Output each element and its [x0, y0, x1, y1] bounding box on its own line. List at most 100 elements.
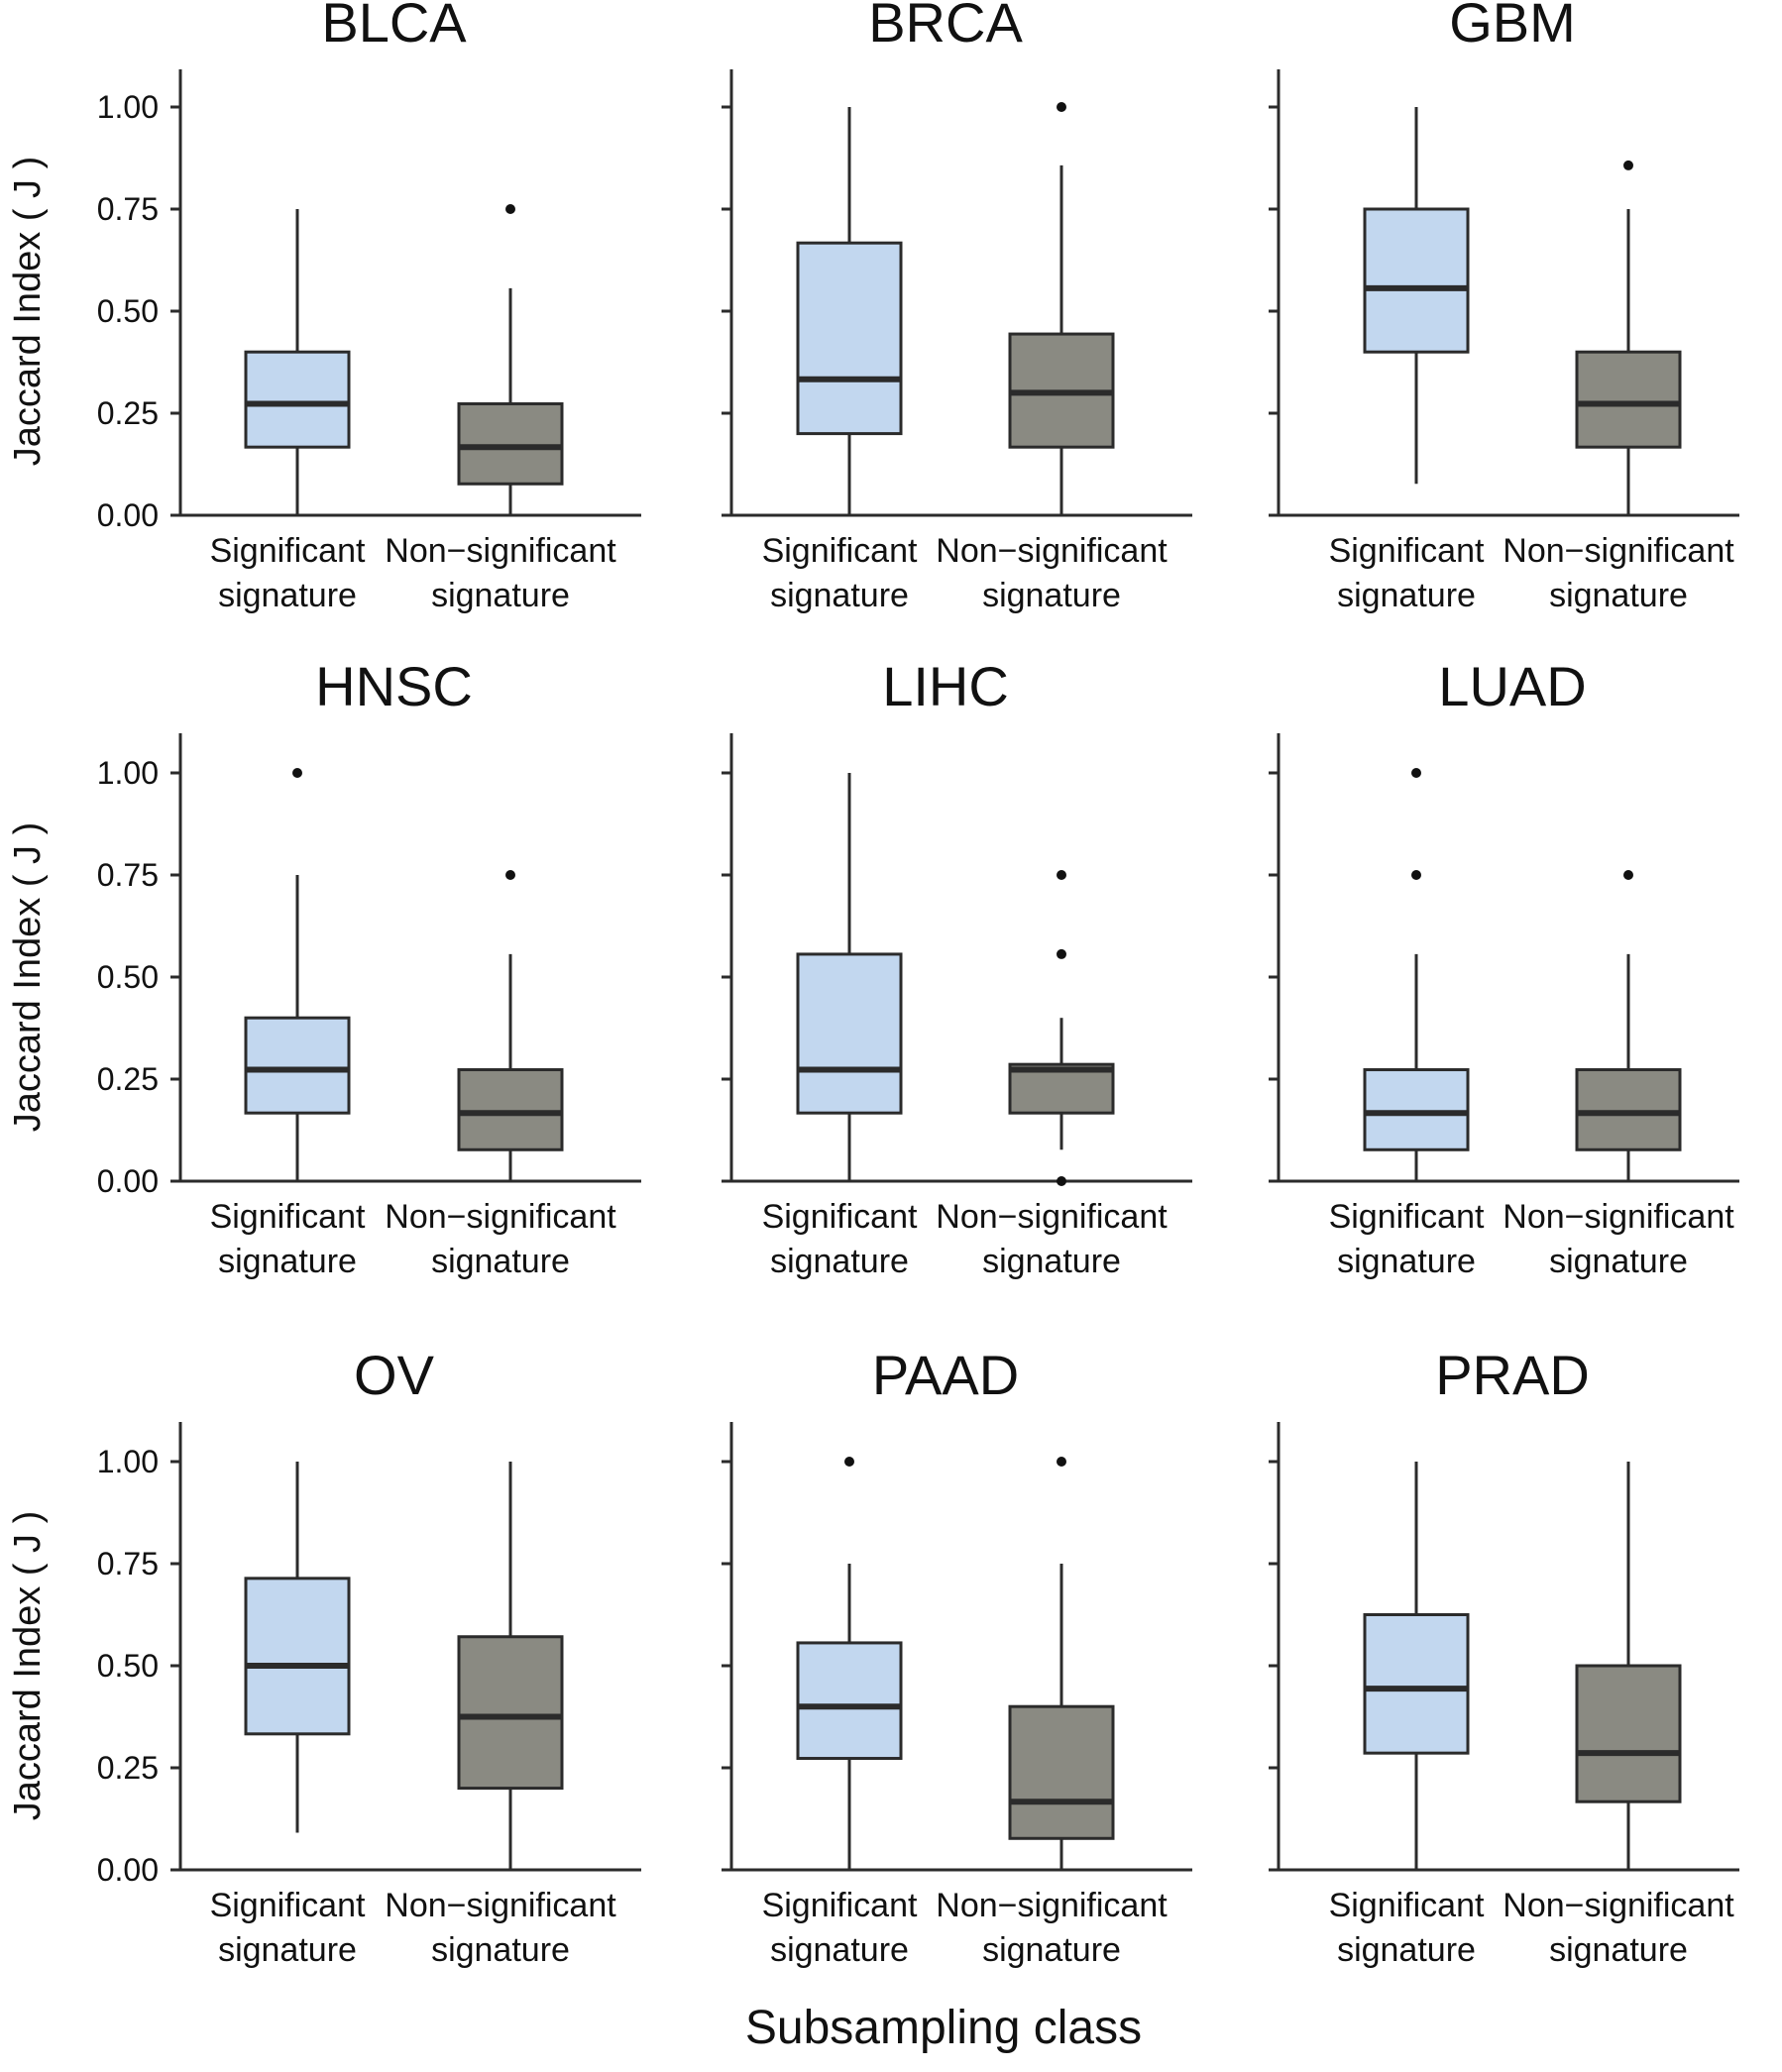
panel-paad: PAAD Significant signature Non−significant s…	[722, 1344, 1192, 1969]
y-axis-label: Jaccard Index ( J )	[7, 1511, 49, 1821]
x-category-label: Non−significant	[936, 1887, 1168, 1924]
box-significant	[1363, 107, 1470, 485]
x-category-label: Non−significant	[1503, 532, 1734, 570]
x-axis-label: Subsampling class	[745, 2002, 1142, 2054]
box-non-significant	[1575, 1462, 1682, 1870]
y-tick-label: 0.50	[97, 293, 159, 329]
box-non-significant	[457, 204, 564, 515]
outlier-point	[1057, 870, 1066, 880]
iqr-box	[457, 1635, 564, 1791]
outlier-point	[1057, 102, 1066, 112]
box-significant	[796, 773, 903, 1181]
x-category-label: Significant	[1329, 1198, 1485, 1236]
box-significant	[244, 209, 351, 515]
panel-prad: PRAD Significant signature Non−significant s…	[1269, 1344, 1739, 1969]
panels: BLCA 0.00 0.25 0.50 0.75 1.00 Jaccard Index ( …	[7, 0, 1739, 1969]
panel-gbm: GBM Significant signature Non−significant si…	[1269, 0, 1739, 614]
x-category-label: signature	[218, 577, 357, 614]
panel-title: BLCA	[321, 0, 467, 54]
box-significant	[1363, 768, 1470, 1181]
y-tick-label: 0.75	[97, 857, 159, 893]
box-non-significant	[1575, 870, 1682, 1181]
x-category-label: signature	[770, 577, 909, 614]
x-category-label: Non−significant	[385, 1198, 616, 1236]
x-category-label: signature	[982, 1243, 1121, 1280]
iqr-box	[1575, 350, 1682, 449]
x-category-label: Non−significant	[936, 532, 1168, 570]
iqr-box	[244, 1016, 351, 1115]
iqr-box	[1363, 1068, 1470, 1151]
x-category-label: signature	[218, 1931, 357, 1969]
iqr-box	[796, 241, 903, 436]
x-category-label: Significant	[762, 1887, 918, 1924]
x-category-label: signature	[982, 1931, 1121, 1969]
panel-brca: BRCA Significant signature Non−significant s…	[722, 0, 1192, 614]
x-category-label: signature	[431, 577, 570, 614]
panel-title: BRCA	[868, 0, 1023, 54]
panel-title: OV	[354, 1344, 435, 1406]
panel-title: PRAD	[1435, 1344, 1590, 1406]
box-non-significant	[1008, 1457, 1115, 1870]
outlier-point	[844, 1457, 854, 1467]
x-category-label: Significant	[1329, 532, 1485, 570]
outlier-point	[505, 204, 515, 214]
box-significant	[1363, 1462, 1470, 1870]
box-significant	[244, 1462, 351, 1833]
iqr-box	[1363, 1613, 1470, 1755]
y-tick-label: 0.00	[97, 1852, 159, 1888]
outlier-point	[292, 768, 302, 778]
x-category-label: Significant	[762, 532, 918, 570]
box-significant	[244, 768, 351, 1181]
outlier-point	[1057, 1457, 1066, 1467]
x-category-label: signature	[770, 1931, 909, 1969]
box-non-significant	[1575, 160, 1682, 515]
x-category-label: Non−significant	[1503, 1198, 1734, 1236]
y-tick-label: 0.50	[97, 1648, 159, 1684]
y-tick-label: 0.00	[97, 497, 159, 533]
iqr-box	[457, 1068, 564, 1151]
x-category-label: signature	[1549, 577, 1688, 614]
iqr-box	[244, 1577, 351, 1736]
x-category-label: signature	[431, 1931, 570, 1969]
y-axis-label: Jaccard Index ( J )	[7, 822, 49, 1133]
outlier-point	[505, 870, 515, 880]
iqr-box	[1008, 1704, 1115, 1840]
panel-ov: OV 0.00 0.25 0.50 0.75 1.00 Jaccard Index ( J …	[7, 1344, 641, 1969]
x-category-label: signature	[431, 1243, 570, 1280]
panel-hnsc: HNSC 0.00 0.25 0.50 0.75 1.00 Jaccard Index ( …	[7, 655, 641, 1280]
y-tick-label: 0.50	[97, 959, 159, 995]
box-non-significant	[457, 870, 564, 1181]
y-tick-label: 1.00	[97, 89, 159, 125]
iqr-box	[457, 402, 564, 486]
iqr-box	[1575, 1068, 1682, 1151]
panel-blca: BLCA 0.00 0.25 0.50 0.75 1.00 Jaccard Index ( …	[7, 0, 641, 614]
x-category-label: Non−significant	[936, 1198, 1168, 1236]
y-tick-label: 1.00	[97, 755, 159, 791]
y-tick-label: 0.00	[97, 1163, 159, 1199]
y-axis-label: Jaccard Index ( J )	[7, 157, 49, 467]
box-significant	[796, 107, 903, 515]
y-tick-label: 0.75	[97, 191, 159, 227]
outlier-point	[1623, 160, 1633, 170]
x-category-label: Significant	[210, 1198, 366, 1236]
x-category-label: Significant	[1329, 1887, 1485, 1924]
x-category-label: signature	[1549, 1931, 1688, 1969]
y-tick-label: 0.75	[97, 1546, 159, 1581]
x-category-label: Non−significant	[385, 532, 616, 570]
outlier-point	[1623, 870, 1633, 880]
x-category-label: Non−significant	[1503, 1887, 1734, 1924]
box-non-significant	[457, 1462, 564, 1870]
panel-title: LUAD	[1438, 655, 1586, 717]
panel-title: GBM	[1449, 0, 1576, 54]
x-category-label: signature	[1337, 1931, 1476, 1969]
x-category-label: Significant	[762, 1198, 918, 1236]
iqr-box	[1363, 207, 1470, 354]
x-category-label: signature	[982, 577, 1121, 614]
x-category-label: Significant	[210, 1887, 366, 1924]
outlier-point	[1057, 948, 1066, 959]
panel-luad: LUAD Significant signature Non−significant s…	[1269, 655, 1739, 1280]
x-category-label: Significant	[210, 532, 366, 570]
outlier-point	[1411, 870, 1421, 880]
iqr-box	[244, 350, 351, 449]
